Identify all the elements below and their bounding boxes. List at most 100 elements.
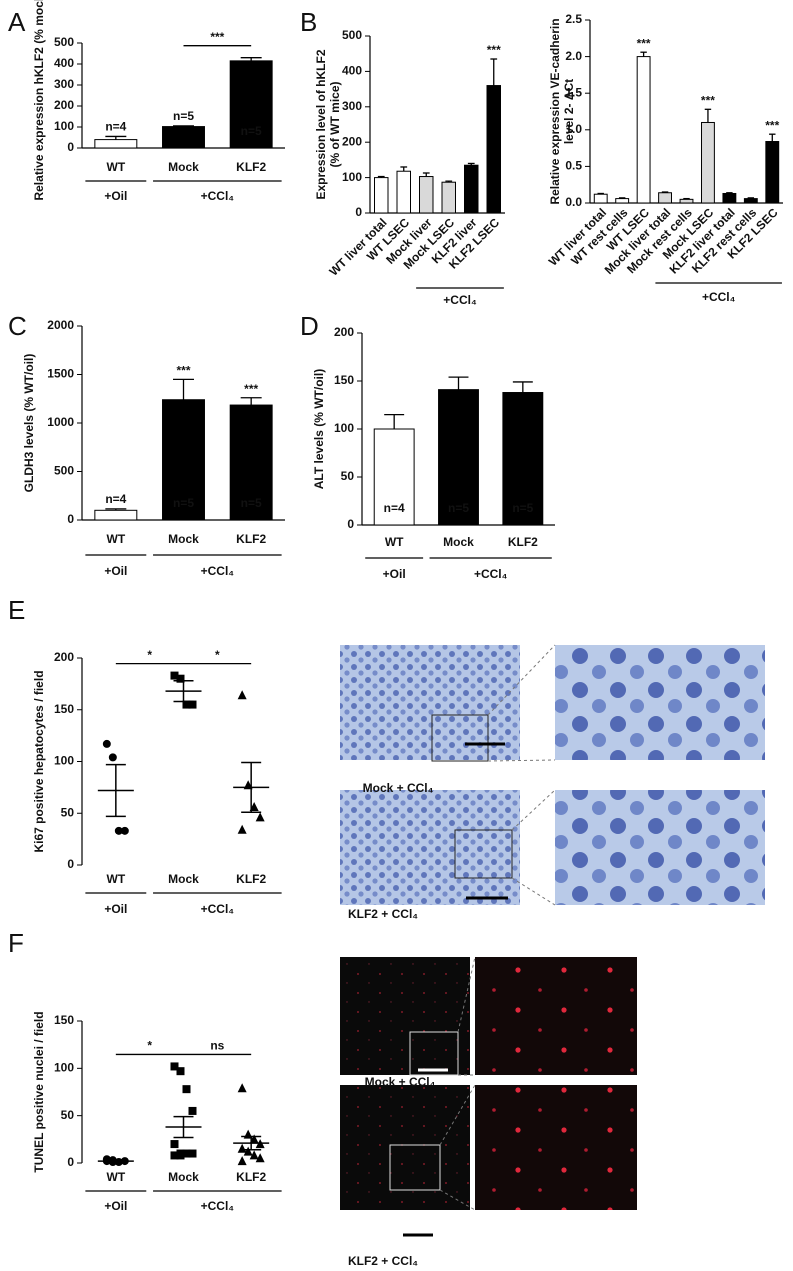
significance-label: ***	[176, 364, 190, 378]
bar	[94, 509, 138, 521]
x-tick-label: Mock	[443, 535, 474, 549]
bar	[441, 181, 456, 214]
bar	[229, 60, 273, 149]
panel-label: A	[8, 7, 26, 37]
micrograph-zoom	[555, 790, 765, 905]
bar	[765, 141, 780, 204]
zoom-box	[431, 714, 489, 762]
y-tick-label: 0	[67, 512, 74, 526]
x-tick-label: WT	[107, 1170, 126, 1184]
data-point	[249, 1150, 259, 1160]
y-tick-label: 200	[334, 325, 354, 339]
data-point	[176, 1151, 185, 1160]
y-tick-label: 0.5	[565, 159, 582, 173]
bar	[162, 126, 205, 149]
y-tick-label: 400	[54, 56, 74, 70]
panel-label: C	[8, 311, 27, 341]
group-label: +CCl₄	[474, 567, 508, 581]
data-point	[102, 739, 111, 748]
zoom-line	[511, 877, 556, 906]
y-tick-label: 100	[54, 754, 74, 768]
y-tick-label: 0	[347, 517, 354, 531]
bar	[679, 198, 694, 204]
data-point	[170, 1140, 179, 1149]
data-point	[237, 1143, 247, 1153]
data-point	[237, 824, 247, 834]
bar	[658, 192, 672, 204]
y-axis-label: level 2- ΔCt	[562, 79, 576, 144]
y-tick-label: 150	[334, 373, 354, 387]
significance-label: ***	[637, 36, 651, 50]
bar-label: n=4	[105, 120, 126, 134]
group-label: +Oil	[104, 1199, 127, 1213]
y-axis-label: Expression level of hKLF2	[314, 49, 328, 199]
panel-label: B	[300, 7, 317, 37]
significance-label: *	[215, 648, 220, 662]
zoom-box	[389, 1144, 441, 1191]
x-tick-label: Mock	[168, 160, 199, 174]
group-label: +CCl₄	[201, 1199, 235, 1213]
significance-label: ***	[765, 118, 779, 132]
micrograph	[340, 645, 520, 760]
zoom-line	[487, 644, 556, 716]
y-tick-label: 100	[54, 119, 74, 133]
y-tick-label: 150	[54, 702, 74, 716]
x-tick-label: KLF2	[508, 535, 538, 549]
y-tick-label: 2.0	[565, 49, 582, 63]
y-tick-label: 100	[54, 1061, 74, 1075]
y-tick-label: 2000	[47, 318, 74, 332]
bar	[438, 389, 479, 526]
bar	[486, 85, 501, 214]
data-point	[237, 1156, 247, 1166]
data-point	[188, 700, 197, 709]
data-point	[120, 826, 129, 835]
x-tick-label: KLF2	[236, 160, 266, 174]
x-tick-label: WT	[107, 160, 126, 174]
y-axis-label: Ki67 positive hepatocytes / field	[32, 670, 46, 852]
significance-label: ***	[701, 93, 715, 107]
significance-label: *	[147, 1039, 152, 1053]
data-point	[170, 671, 179, 680]
group-label: +CCl₄	[201, 189, 235, 203]
x-tick-label: WT	[385, 535, 404, 549]
bar	[722, 192, 737, 204]
x-tick-label: Mock	[168, 1170, 199, 1184]
y-tick-label: 500	[54, 464, 74, 478]
bar-label: n=5	[241, 496, 262, 510]
group-label: +Oil	[104, 564, 127, 578]
bar	[464, 164, 479, 214]
bar-label: n=4	[105, 492, 126, 506]
bar-label: n=5	[173, 109, 194, 123]
data-point	[255, 1153, 265, 1163]
y-tick-label: 100	[334, 421, 354, 435]
bar	[162, 399, 205, 521]
significance-label: ns	[210, 1039, 224, 1053]
x-tick-label: KLF2	[236, 872, 266, 886]
y-tick-label: 300	[54, 77, 74, 91]
zoom-box	[409, 1031, 459, 1076]
y-tick-label: 1000	[47, 415, 74, 429]
data-point	[255, 812, 265, 822]
data-point	[170, 1151, 179, 1160]
data-point	[182, 1149, 191, 1158]
y-axis-label: GLDH3 levels (% WT/oil)	[22, 354, 36, 493]
significance-label: *	[147, 648, 152, 662]
data-point	[188, 1106, 197, 1115]
bar-label: n=5	[241, 124, 262, 138]
data-point	[114, 826, 123, 835]
micrograph	[340, 1085, 470, 1210]
significance-label: ***	[244, 382, 258, 396]
micrographs	[340, 644, 765, 1237]
group-label: +Oil	[104, 189, 127, 203]
bar-label: n=5	[448, 501, 469, 515]
group-label: +Oil	[383, 567, 406, 581]
data-point	[243, 1146, 253, 1156]
zoom-line	[439, 1189, 476, 1211]
panel-label: D	[300, 311, 319, 341]
zoom-line	[457, 956, 476, 1033]
image-caption: Mock + CCl₄	[365, 1075, 436, 1089]
x-tick-label: KLF2	[236, 532, 266, 546]
y-tick-label: 1.5	[565, 85, 582, 99]
group-label: +CCl₄	[443, 293, 477, 307]
